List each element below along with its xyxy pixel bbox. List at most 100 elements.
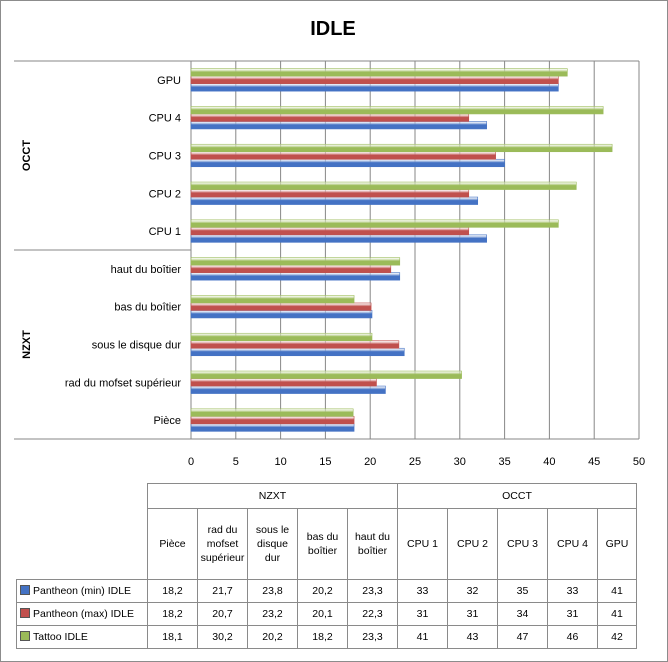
table-cell: 42 bbox=[597, 625, 637, 649]
bar bbox=[190, 234, 487, 243]
y-category-label: CPU 1 bbox=[149, 226, 181, 238]
table-cell: 18,2 bbox=[297, 625, 348, 649]
y-category-label: Pièce bbox=[153, 415, 181, 427]
bar bbox=[190, 257, 401, 266]
bar bbox=[190, 264, 392, 273]
bar bbox=[190, 423, 355, 432]
table-cell: 18,2 bbox=[147, 579, 198, 603]
bar bbox=[190, 158, 505, 168]
legend-entry: Pantheon (max) IDLE bbox=[16, 602, 148, 626]
bar bbox=[190, 416, 355, 425]
group-label: OCCT bbox=[21, 140, 33, 171]
y-category-label: CPU 4 bbox=[149, 113, 181, 125]
table-cell: 30,2 bbox=[197, 625, 248, 649]
bar bbox=[190, 68, 568, 77]
group-label: NZXT bbox=[21, 330, 33, 359]
table-cell: 23,3 bbox=[347, 625, 398, 649]
table-cell: 21,7 bbox=[197, 579, 248, 603]
x-tick-label: 25 bbox=[409, 456, 421, 468]
table-column-header: rad du mofset supérieur bbox=[197, 508, 248, 580]
table-cell: 20,2 bbox=[247, 625, 298, 649]
legend-entry: Pantheon (min) IDLE bbox=[16, 579, 148, 603]
table-corner bbox=[17, 484, 148, 509]
bar bbox=[190, 347, 405, 357]
bar bbox=[190, 121, 487, 130]
table-group-header: NZXT bbox=[147, 483, 398, 509]
x-tick-label: 0 bbox=[188, 456, 194, 468]
bar bbox=[190, 302, 372, 311]
legend-label: Pantheon (max) IDLE bbox=[33, 608, 134, 620]
x-tick-label: 40 bbox=[543, 456, 555, 468]
x-tick-label: 35 bbox=[498, 456, 510, 468]
bar bbox=[190, 75, 559, 84]
y-category-label: CPU 3 bbox=[149, 151, 181, 163]
x-tick-label: 50 bbox=[633, 456, 645, 468]
table-cell: 23,8 bbox=[247, 579, 298, 603]
table-cell: 43 bbox=[447, 625, 498, 649]
chart-plot: 0 5 10 15 20 25 30 35 40 45 50 Pièce rad du mofset s… bbox=[14, 60, 645, 468]
bar bbox=[190, 227, 470, 236]
table-row: Pantheon (min) IDLE 18,2 21,7 23,8 20,2 … bbox=[16, 579, 637, 603]
bar bbox=[190, 385, 386, 394]
bar bbox=[190, 113, 470, 122]
bar bbox=[190, 181, 577, 190]
table-cell: 41 bbox=[597, 602, 637, 626]
bar bbox=[190, 83, 559, 92]
table-cell: 41 bbox=[597, 579, 637, 603]
table-column-header: bas du boîtier bbox=[297, 508, 348, 580]
y-category-label: haut du boîtier bbox=[111, 264, 182, 276]
bar bbox=[190, 332, 373, 342]
bar bbox=[190, 272, 401, 281]
table-cell: 18,2 bbox=[147, 602, 198, 626]
table-column-header: CPU 1 bbox=[397, 508, 448, 580]
table-cell: 41 bbox=[397, 625, 448, 649]
bar bbox=[190, 378, 377, 387]
x-tick-label: 15 bbox=[319, 456, 331, 468]
table-column-header: CPU 2 bbox=[447, 508, 498, 580]
x-tick-label: 30 bbox=[454, 456, 466, 468]
y-category-label: GPU bbox=[157, 75, 181, 87]
bar bbox=[190, 196, 479, 205]
table-column-header: haut du boîtier bbox=[347, 508, 398, 580]
table-corner bbox=[17, 509, 148, 580]
bar bbox=[190, 106, 604, 115]
table-row: Pantheon (max) IDLE 18,2 20,7 23,2 20,1 … bbox=[16, 602, 637, 626]
table-cell: 31 bbox=[397, 602, 448, 626]
table-cell: 23,2 bbox=[247, 602, 298, 626]
bar bbox=[190, 143, 613, 153]
data-table: NZXT OCCT Pièce rad du mofset supérieur … bbox=[16, 483, 637, 649]
bar bbox=[190, 340, 400, 349]
table-cell: 18,1 bbox=[147, 625, 198, 649]
y-category-label: sous le disque dur bbox=[92, 340, 182, 352]
legend-label: Pantheon (min) IDLE bbox=[33, 585, 132, 597]
x-tick-label: 5 bbox=[233, 456, 239, 468]
table-cell: 23,3 bbox=[347, 579, 398, 603]
bar bbox=[190, 370, 462, 379]
table-cell: 20,7 bbox=[197, 602, 248, 626]
x-tick-label: 10 bbox=[274, 456, 286, 468]
table-column-header: sous le disque dur bbox=[247, 508, 298, 580]
table-cell: 20,1 bbox=[297, 602, 348, 626]
y-category-label: CPU 2 bbox=[149, 188, 181, 200]
table-cell: 46 bbox=[547, 625, 598, 649]
table-group-header: OCCT bbox=[397, 483, 637, 509]
legend-swatch bbox=[20, 608, 30, 618]
table-cell: 33 bbox=[397, 579, 448, 603]
bar bbox=[190, 295, 355, 304]
table-column-header: CPU 4 bbox=[547, 508, 598, 580]
table-cell: 34 bbox=[497, 602, 548, 626]
table-cell: 47 bbox=[497, 625, 548, 649]
table-column-header: CPU 3 bbox=[497, 508, 548, 580]
y-category-label: rad du mofset supérieur bbox=[65, 377, 182, 389]
legend-entry: Tattoo IDLE bbox=[16, 625, 148, 649]
bar bbox=[190, 310, 373, 319]
table-row: Tattoo IDLE 18,1 30,2 20,2 18,2 23,3 41 … bbox=[16, 625, 637, 649]
x-tick-label: 20 bbox=[364, 456, 376, 468]
bar bbox=[190, 219, 559, 228]
table-cell: 31 bbox=[547, 602, 598, 626]
table-cell: 22,3 bbox=[347, 602, 398, 626]
bar bbox=[190, 151, 496, 160]
legend-swatch bbox=[20, 585, 30, 595]
table-cell: 20,2 bbox=[297, 579, 348, 603]
table-column-header: GPU bbox=[597, 508, 637, 580]
